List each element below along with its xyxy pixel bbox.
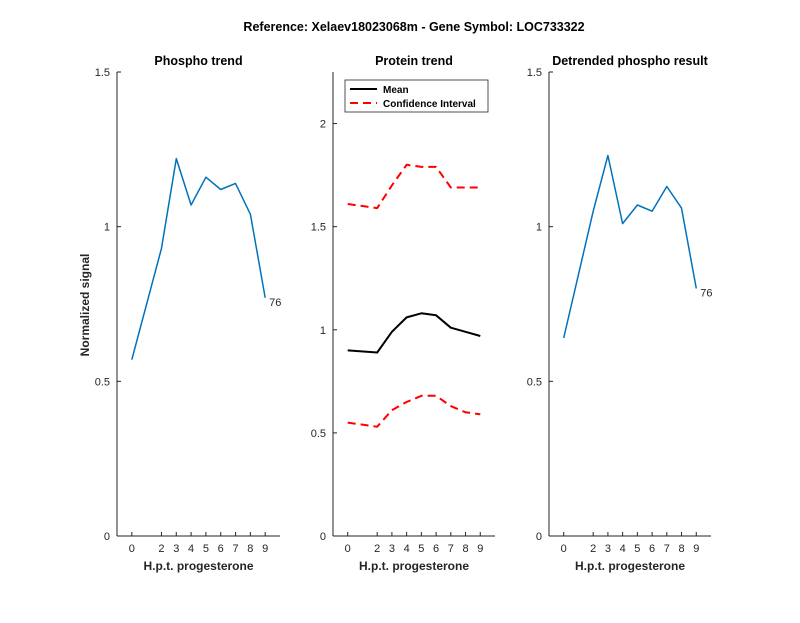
y-tick-label: 0.5: [95, 376, 110, 388]
x-tick-label: 0: [345, 543, 351, 555]
x-tick-label: 0: [129, 543, 135, 555]
legend-entry-confidence-interval: Confidence Interval: [383, 99, 476, 110]
y-tick-label: 1: [320, 325, 326, 337]
x-tick-label: 7: [448, 543, 454, 555]
x-tick-label: 5: [203, 543, 209, 555]
series-end-label: 76: [700, 288, 712, 300]
y-tick-label: 1: [536, 222, 542, 234]
y-tick-label: 0.5: [527, 376, 542, 388]
x-tick-label: 2: [374, 543, 380, 555]
x-axis-label: H.p.t. progesterone: [359, 559, 469, 573]
x-tick-label: 6: [433, 543, 439, 555]
x-tick-label: 6: [649, 543, 655, 555]
x-tick-label: 2: [158, 543, 164, 555]
x-tick-label: 2: [590, 543, 596, 555]
series-line-3: [347, 394, 481, 428]
x-tick-label: 8: [247, 543, 253, 555]
x-axis-label: H.p.t. progesterone: [575, 559, 685, 573]
legend: Mean Confidence Interval: [344, 79, 489, 113]
series-line-mean: [347, 312, 481, 354]
x-tick-label: 5: [634, 543, 640, 555]
panel-1: Phospho trend 0 2 3 4 5 6 7 8 9 0 0.5 1 1.5 H.p.t. pro…: [95, 54, 282, 573]
y-tick-label: 1.5: [527, 67, 542, 79]
series-line-1: [131, 157, 266, 360]
x-tick-label: 6: [218, 543, 224, 555]
x-tick-label: 5: [418, 543, 424, 555]
x-tick-label: 4: [404, 543, 410, 555]
y-axis-label: Normalized signal: [78, 254, 92, 357]
series-line-confidence-interval: [347, 163, 481, 210]
x-tick-label: 3: [173, 543, 179, 555]
y-tick-label: 2: [320, 119, 326, 131]
y-tick-label: 1: [104, 222, 110, 234]
x-tick-label: 7: [664, 543, 670, 555]
x-tick-label: 9: [262, 543, 268, 555]
x-tick-label: 3: [389, 543, 395, 555]
legend-box: [344, 79, 489, 113]
x-tick-label: 7: [232, 543, 238, 555]
y-tick-label: 0: [320, 531, 326, 543]
series-end-label: 76: [269, 297, 281, 309]
legend-entry-mean: Mean: [383, 85, 409, 96]
x-tick-label: 0: [561, 543, 567, 555]
series-line-1: [562, 154, 698, 339]
x-tick-label: 4: [188, 543, 194, 555]
x-axis-label: H.p.t. progesterone: [143, 559, 253, 573]
y-tick-label: 1.5: [95, 67, 110, 79]
y-tick-label: 0: [536, 531, 542, 543]
y-tick-label: 1.5: [311, 222, 326, 234]
x-tick-label: 8: [462, 543, 468, 555]
x-tick-label: 4: [620, 543, 626, 555]
x-tick-label: 8: [678, 543, 684, 555]
x-tick-label: 9: [693, 543, 699, 555]
panel-title: Phospho trend: [154, 54, 242, 68]
figure-suptitle: Reference: Xelaev18023068m - Gene Symbol…: [243, 20, 584, 34]
x-tick-label: 9: [477, 543, 483, 555]
y-tick-label: 0: [104, 531, 110, 543]
x-tick-label: 3: [605, 543, 611, 555]
y-tick-label: 0.5: [311, 428, 326, 440]
panel-3: Detrended phospho result 0 2 3 4 5 6 7 8 9 0 0.5 1 1.…: [527, 54, 713, 573]
panel-title: Protein trend: [375, 54, 453, 68]
panel-title: Detrended phospho result: [552, 54, 708, 68]
